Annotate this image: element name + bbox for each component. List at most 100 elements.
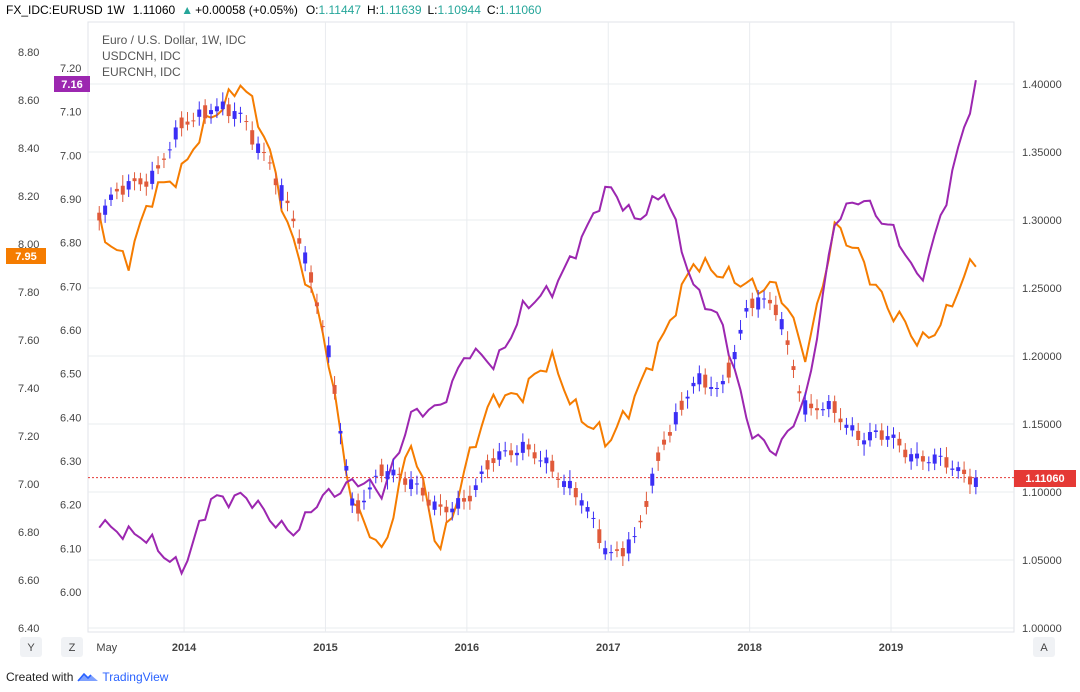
- mid-tick-label: 6.20: [60, 500, 81, 512]
- eurusd-candle: [826, 401, 831, 410]
- eurusd-candle: [526, 444, 531, 450]
- eurusd-candle: [703, 374, 708, 388]
- mid-tick-label: 6.70: [60, 281, 81, 293]
- tradingview-logo-icon: [77, 672, 99, 682]
- eurusd-candle: [497, 451, 502, 460]
- eurusd-candle: [862, 440, 867, 445]
- right-tick-label: 1.20000: [1022, 351, 1062, 363]
- mid-tick-label: 6.90: [60, 194, 81, 206]
- eurusd-candle: [720, 381, 725, 385]
- eurusd-candle: [261, 152, 266, 154]
- mid-tick-label: 7.00: [60, 150, 81, 162]
- eurusd-candle: [132, 178, 137, 182]
- x-tick-label: 2018: [737, 642, 761, 654]
- x-tick-label: May: [96, 642, 117, 654]
- close-label: C:: [487, 3, 499, 17]
- mid-tick-label: 7.10: [60, 107, 81, 119]
- eurusd-candle: [350, 498, 355, 506]
- right-tick-label: 1.15000: [1022, 419, 1062, 431]
- eurusd-candle: [609, 552, 614, 554]
- eurusd-candle: [232, 111, 237, 119]
- eurusd-candle: [673, 412, 678, 425]
- eurusd-candle: [932, 454, 937, 464]
- left-tick-label: 8.80: [18, 47, 39, 59]
- header-line: FX_IDC:EURUSD 1W 1.11060 ▲ +0.00058 (+0.05%)…: [6, 3, 542, 17]
- auto-scale-button[interactable]: A: [1033, 637, 1055, 657]
- tradingview-link[interactable]: TradingView: [77, 670, 168, 684]
- left-tick-label: 7.20: [18, 431, 39, 443]
- eurusd-candle: [244, 121, 249, 123]
- y-button[interactable]: Y: [20, 637, 42, 657]
- eurusd-candle: [185, 121, 190, 125]
- eurusd-candle: [691, 382, 696, 387]
- mid-tick-label: 6.00: [60, 587, 81, 599]
- left-tick-label: 7.40: [18, 383, 39, 395]
- eurusd-candle: [662, 439, 667, 445]
- eurusd-candle: [203, 105, 208, 119]
- eurusd-candle: [844, 424, 849, 428]
- high-value: 1.11639: [379, 3, 422, 17]
- eurusd-candle: [779, 319, 784, 330]
- left-tick-label: 6.60: [18, 575, 39, 587]
- interval-label: 1W: [107, 3, 126, 17]
- eurusd-candle: [573, 488, 578, 498]
- eurusd-candle: [462, 498, 467, 502]
- eurusd-candle: [314, 302, 319, 307]
- right-tick-label: 1.30000: [1022, 215, 1062, 227]
- footer: Created with TradingView: [6, 670, 168, 684]
- symbol-label: FX_IDC:EURUSD: [6, 3, 103, 17]
- eurusd-candle: [409, 479, 414, 490]
- grid-lines: [88, 22, 1014, 632]
- x-tick-label: 2015: [313, 642, 337, 654]
- created-with-label: Created with: [6, 670, 74, 684]
- eurusd-candle: [297, 238, 302, 244]
- eurusd-candle: [338, 430, 343, 434]
- eurusd-candle: [732, 352, 737, 360]
- eurusd-candle: [967, 476, 972, 485]
- left-axis: 6.406.606.807.007.207.407.607.808.008.20…: [18, 47, 81, 635]
- eurusd-candle: [138, 178, 143, 185]
- low-label: L:: [428, 3, 438, 17]
- eurusd-candle: [632, 536, 637, 538]
- eurusd-candle: [326, 345, 331, 358]
- eurusd-candle: [797, 391, 802, 394]
- eurusd-candle: [397, 473, 402, 475]
- eurusd-candle: [803, 400, 808, 415]
- eurusd-candle: [926, 462, 931, 464]
- eurusd-candle: [956, 467, 961, 472]
- eurusd-candle: [562, 481, 567, 487]
- eurusd-price-badge: 1.11060: [1014, 470, 1076, 487]
- eurusd-candle: [626, 539, 631, 554]
- eurusd-candle: [273, 178, 278, 186]
- eurusd-candle: [726, 362, 731, 378]
- eurusd-candle: [915, 453, 920, 459]
- eurusd-candle: [579, 500, 584, 506]
- eurusd-candle: [109, 194, 114, 200]
- eurusd-candle: [509, 450, 514, 456]
- eurusd-candle: [879, 430, 884, 440]
- eurcnh-price-badge: 7.95: [6, 248, 46, 264]
- eurusd-candle: [456, 498, 461, 509]
- eurusd-candle: [179, 117, 184, 129]
- right-axis: 1.00000 1.05000 1.10000 1.15000 1.20000 1.250…: [1022, 79, 1062, 635]
- left-tick-label: 7.60: [18, 335, 39, 347]
- eurusd-candle: [191, 120, 196, 122]
- eurusd-candle: [420, 487, 425, 496]
- eurusd-candle: [944, 457, 949, 468]
- eurusd-candle: [167, 149, 172, 151]
- eurusd-candle: [103, 205, 108, 215]
- eurusd-candle: [909, 454, 914, 462]
- eurusd-candle: [361, 500, 366, 503]
- eurusd-candle: [738, 329, 743, 334]
- z-button[interactable]: Z: [61, 637, 83, 657]
- eurusd-candle: [785, 340, 790, 345]
- eurusd-candle: [285, 200, 290, 204]
- mid-tick-label: 7.20: [60, 63, 81, 75]
- plot-area[interactable]: [87, 21, 1015, 633]
- eurusd-candle: [585, 507, 590, 512]
- eurusd-candle: [638, 520, 643, 523]
- eurusd-candle: [962, 469, 967, 474]
- eurusd-candle: [756, 297, 761, 310]
- eurusd-candle: [538, 460, 543, 462]
